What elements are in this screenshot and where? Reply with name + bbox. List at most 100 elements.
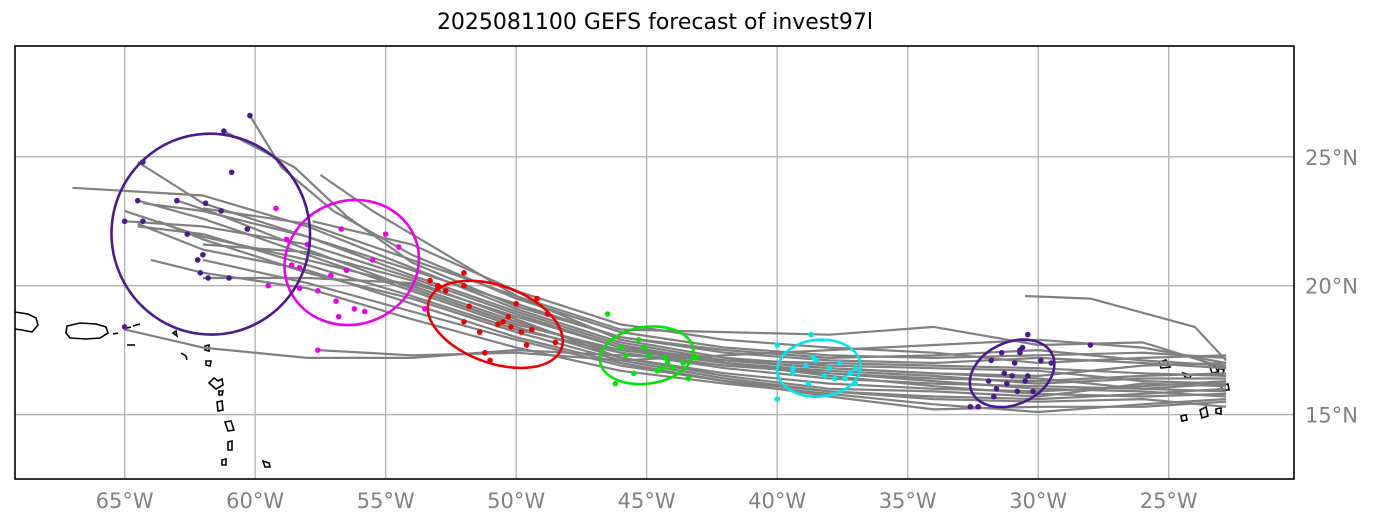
- lon-tick-label: 50°W: [487, 489, 545, 513]
- forecast-point: [693, 355, 700, 361]
- forecast-point: [1030, 388, 1036, 395]
- lat-tick-label: 20°N: [1305, 275, 1358, 299]
- uncertainty-ellipse: [598, 325, 695, 386]
- forecast-point: [184, 231, 191, 237]
- forecast-point: [523, 342, 530, 348]
- forecast-point: [993, 385, 1000, 392]
- forecast-point: [1022, 378, 1028, 384]
- forecast-point: [852, 365, 859, 371]
- coastline-martinique: [223, 420, 236, 432]
- forecast-point: [121, 218, 128, 225]
- forecast-point: [985, 378, 992, 384]
- forecast-point: [842, 375, 848, 382]
- forecast-point: [654, 367, 660, 374]
- forecast-point: [134, 197, 141, 204]
- ensemble-track: [319, 173, 1227, 385]
- ensemble-track: [1025, 294, 1227, 362]
- forecast-point: [273, 205, 279, 212]
- forecast-point: [288, 262, 295, 268]
- ensemble-track: [202, 207, 1227, 370]
- coastline-barbuda: [205, 360, 212, 367]
- forecast-point: [244, 226, 251, 232]
- forecast-point: [466, 303, 472, 310]
- forecast-point: [774, 342, 780, 348]
- forecast-point: [805, 380, 812, 387]
- forecast-point: [335, 313, 342, 320]
- forecast-point: [314, 347, 321, 353]
- ensemble-track: [223, 130, 1227, 370]
- forecast-point: [774, 396, 780, 402]
- forecast-point: [296, 264, 303, 271]
- lon-tick-label: 30°W: [1009, 489, 1067, 513]
- forecast-point: [1038, 357, 1044, 364]
- ensemble-track: [142, 202, 1227, 367]
- forecast-point: [630, 370, 637, 377]
- forecast-point: [513, 300, 519, 307]
- forecast-point: [197, 270, 204, 276]
- map-frame: [14, 45, 1295, 480]
- forecast-point: [534, 295, 540, 302]
- lon-tick-label: 25°W: [1140, 489, 1198, 513]
- lat-tick-label: 25°N: [1305, 146, 1358, 170]
- forecast-point: [338, 226, 345, 232]
- ensemble-track: [124, 209, 1227, 393]
- forecast-point: [1024, 331, 1031, 338]
- forecast-point: [395, 244, 402, 250]
- ensemble-track: [202, 258, 1227, 411]
- forecast-point: [226, 275, 232, 281]
- forecast-point: [622, 352, 629, 359]
- forecast-point: [1048, 360, 1055, 366]
- forecast-point: [1017, 347, 1023, 353]
- forecast-point: [803, 362, 809, 369]
- ensemble-track: [248, 115, 1227, 359]
- forecast-point: [200, 251, 206, 258]
- forecast-point: [518, 329, 525, 335]
- map-title: 2025081100 GEFS forecast of invest97l: [436, 10, 874, 35]
- forecast-point: [617, 344, 624, 351]
- lat-tick-label: 15°N: [1305, 404, 1358, 428]
- forecast-point: [808, 331, 814, 338]
- forecast-point: [500, 318, 506, 325]
- forecast-point: [826, 365, 833, 371]
- forecast-point: [221, 128, 227, 134]
- forecast-point: [202, 200, 209, 207]
- forecast-point: [461, 282, 467, 289]
- coastline-marie-galante: [218, 390, 225, 396]
- ensemble-track: [202, 276, 1227, 390]
- forecast-point: [333, 298, 339, 304]
- forecast-point: [121, 324, 128, 330]
- lon-tick-label: 35°W: [879, 489, 937, 513]
- forecast-point: [422, 306, 428, 312]
- forecast-point: [636, 337, 642, 343]
- coastline-montserrat: [180, 352, 188, 361]
- forecast-point: [343, 267, 350, 274]
- coastline-maio: [1215, 407, 1222, 415]
- forecast-point: [296, 285, 303, 292]
- forecast-point: [685, 375, 692, 382]
- coastline-fogo: [1180, 414, 1188, 422]
- forecast-point: [482, 349, 488, 356]
- forecast-point: [552, 339, 559, 346]
- forecast-point: [1024, 373, 1031, 379]
- forecast-point: [790, 370, 796, 377]
- lon-tick-label: 60°W: [226, 489, 284, 513]
- coastline-st-kitts: [171, 329, 179, 338]
- ensemble-track: [137, 225, 1227, 398]
- forecast-point: [1009, 373, 1015, 379]
- forecast-point: [328, 272, 334, 279]
- forecast-point: [228, 169, 235, 176]
- uncertainty-ellipse: [283, 198, 421, 327]
- coastline-guadeloupe: [207, 376, 224, 390]
- forecast-groups: [110, 112, 1094, 410]
- uncertainty-ellipse: [426, 279, 565, 370]
- coastline-santiago: [1199, 405, 1209, 420]
- coastline-dominica: [216, 400, 224, 412]
- forecast-point: [790, 365, 796, 371]
- forecast-point: [247, 112, 253, 119]
- uncertainty-ellipse: [110, 132, 312, 336]
- forecast-point: [1004, 380, 1010, 387]
- forecast-point: [669, 365, 676, 371]
- uncertainty-ellipse: [775, 338, 862, 398]
- forecast-point: [205, 275, 211, 281]
